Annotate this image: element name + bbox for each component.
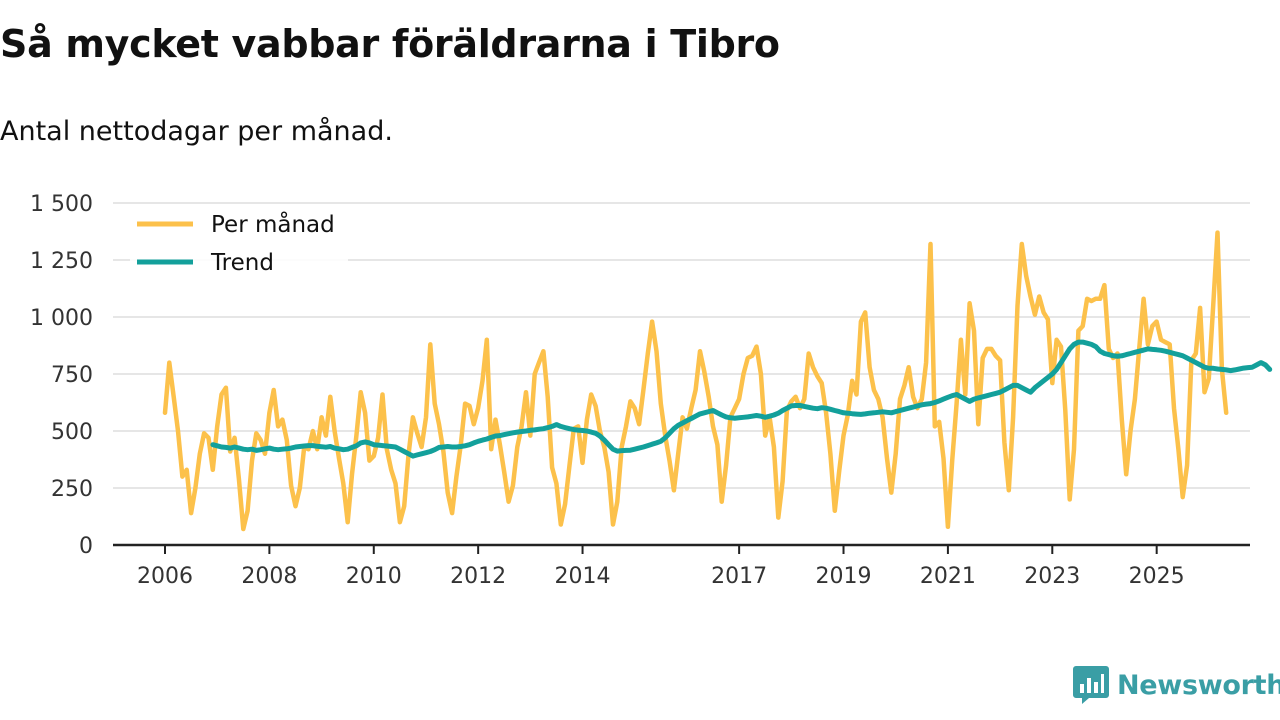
legend-label-trend[interactable]: Trend [210, 250, 274, 276]
x-tick-label: 2014 [555, 564, 611, 589]
y-tick-label: 1 000 [30, 306, 93, 331]
x-tick-label: 2021 [920, 564, 976, 589]
legend-label-per-manad[interactable]: Per månad [211, 210, 335, 238]
x-tick-label: 2019 [816, 564, 872, 589]
x-tick-label: 2006 [137, 564, 193, 589]
series-lines [162, 230, 1273, 532]
legend[interactable]: Per månad Trend [130, 205, 348, 283]
x-axis-tick-labels: 2006 2008 2010 2012 2014 2017 2019 2021 2023 2025 [137, 545, 1185, 589]
x-tick-label: 2025 [1129, 564, 1185, 589]
x-tick-label: 2010 [346, 564, 402, 589]
y-tick-label: 1 500 [30, 192, 93, 217]
series-line-per-manad [162, 230, 1229, 532]
page-subtitle: Antal nettodagar per månad. [0, 116, 393, 147]
y-tick-label: 500 [51, 420, 93, 445]
x-tick-label: 2023 [1024, 564, 1080, 589]
newsworthy-logo-icon [1073, 666, 1109, 704]
x-tick-label: 2017 [711, 564, 767, 589]
y-tick-label: 1 250 [30, 249, 93, 274]
y-tick-label: 750 [51, 363, 93, 388]
y-axis-tick-labels: 0 250 500 750 1 000 1 250 1 500 [30, 192, 93, 559]
brand-logo[interactable]: Newsworthy [1073, 665, 1280, 705]
series-line-trend [210, 339, 1273, 459]
x-tick-label: 2008 [241, 564, 297, 589]
x-tick-label: 2012 [450, 564, 506, 589]
y-tick-label: 250 [51, 477, 93, 502]
brand-name: Newsworthy [1117, 669, 1280, 701]
page-title: Så mycket vabbar föräldrarna i Tibro [0, 22, 780, 66]
legend-background [130, 205, 348, 283]
y-tick-label: 0 [79, 534, 93, 559]
